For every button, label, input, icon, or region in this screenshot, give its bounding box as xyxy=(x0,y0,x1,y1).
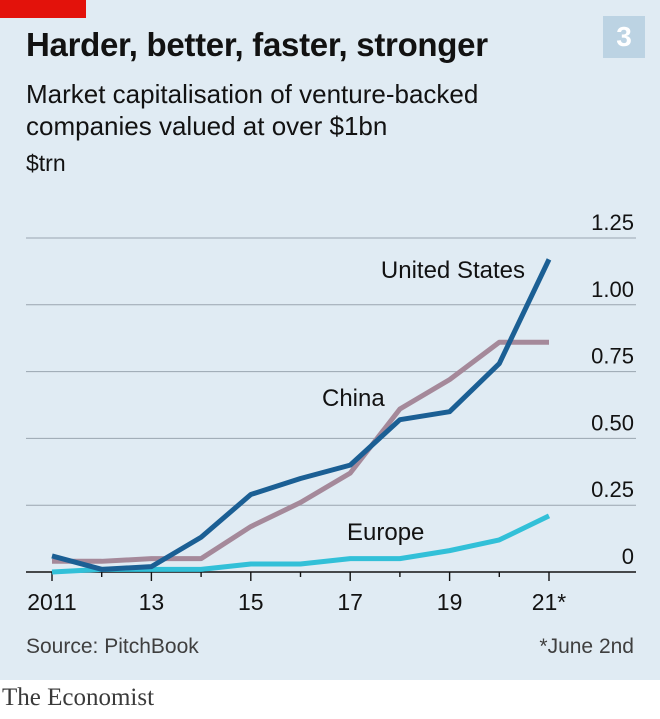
brand-red-tag xyxy=(0,0,86,18)
source-note: Source: PitchBook xyxy=(26,635,199,658)
y-tick-label: 0 xyxy=(622,544,634,569)
y-tick-label: 1.25 xyxy=(591,210,634,235)
series-label-united-states: United States xyxy=(381,257,525,284)
chart-panel: 3 Harder, better, faster, stronger Marke… xyxy=(0,0,660,680)
x-tick-label: 2011 xyxy=(27,589,76,615)
x-tick-label: 17 xyxy=(337,589,363,615)
footnote: *June 2nd xyxy=(539,635,634,658)
chart-title: Harder, better, faster, stronger xyxy=(26,26,488,63)
y-tick-label: 0.50 xyxy=(591,410,634,435)
chart-number-badge: 3 xyxy=(603,16,645,58)
line-chart: 0 0.25 0.50 0.75 1.00 1.25 2011 13 15 17 19 21* Un… xyxy=(26,210,636,615)
y-axis-unit: $trn xyxy=(26,150,66,176)
x-tick-label: 15 xyxy=(238,589,264,615)
brand-wordmark: The Economist xyxy=(2,684,155,711)
x-tick-label: 19 xyxy=(437,589,463,615)
series-line-united-states xyxy=(51,258,552,572)
x-tick-label: 13 xyxy=(139,589,165,615)
x-tick-label: 21* xyxy=(532,589,567,615)
y-tick-label: 0.25 xyxy=(591,477,634,502)
series-label-china: China xyxy=(322,385,385,412)
chart-subtitle: Market capitalisation of venture-backed … xyxy=(26,79,479,141)
series-label-europe: Europe xyxy=(347,519,424,546)
y-tick-label: 1.00 xyxy=(591,277,634,302)
series-line-europe xyxy=(51,513,551,575)
series-line-china xyxy=(52,339,549,564)
y-tick-label: 0.75 xyxy=(591,344,634,369)
